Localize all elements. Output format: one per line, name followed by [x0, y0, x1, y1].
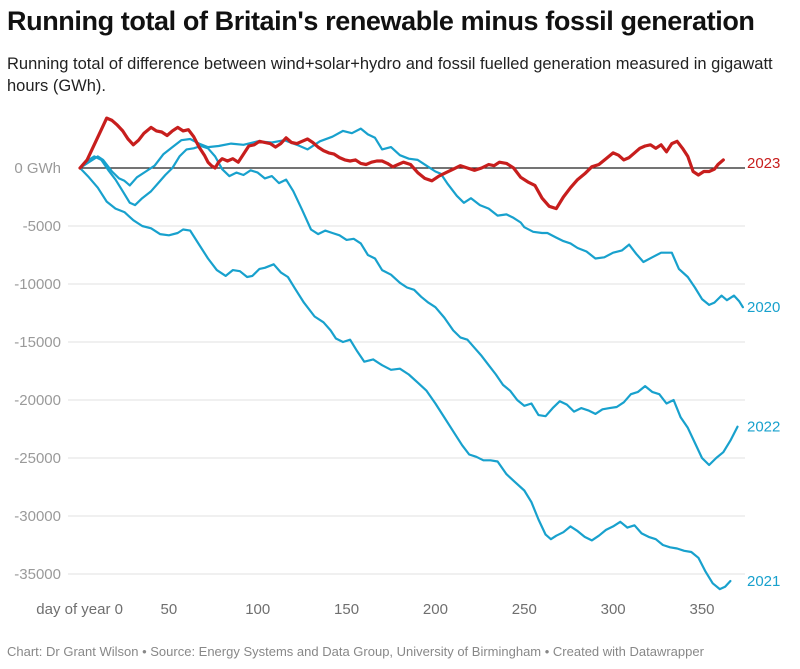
- x-tick-label: 200: [423, 601, 448, 618]
- series-line-2020: [78, 127, 744, 309]
- series-line-2023: [78, 116, 725, 211]
- chart-footer: Chart: Dr Grant Wilson • Source: Energy …: [7, 644, 704, 659]
- x-tick-label: 300: [601, 601, 626, 618]
- series-label-2021: 2021: [747, 573, 780, 590]
- series-label-2022: 2022: [747, 419, 780, 436]
- x-axis-ticks: day of year 0 50 100 150 200 250 300 350: [36, 601, 714, 618]
- series-line-2021: [78, 166, 732, 591]
- y-tick-label: 0 GWh: [14, 160, 61, 177]
- x-tick-label: 100: [245, 601, 270, 618]
- chart-title: Running total of Britain's renewable min…: [7, 6, 755, 36]
- y-tick-label: -30000: [14, 508, 61, 525]
- y-axis-ticks: 0 GWh -5000 -10000 -15000 -20000 -25000 -30000…: [14, 160, 61, 583]
- series-labels: 2020 2021 2022 2023: [747, 155, 780, 590]
- y-tick-label: -25000: [14, 450, 61, 467]
- x-tick-label: 350: [689, 601, 714, 618]
- x-tick-label: 150: [334, 601, 359, 618]
- x-tick-label: 50: [161, 601, 178, 618]
- chart-subtitle: Running total of difference between wind…: [7, 55, 773, 95]
- y-tick-label: -5000: [23, 218, 61, 235]
- y-tick-label: -20000: [14, 392, 61, 409]
- series-line-2022: [78, 144, 739, 467]
- x-tick-label: 250: [512, 601, 537, 618]
- series-label-2020: 2020: [747, 299, 780, 316]
- series-label-2023: 2023: [747, 155, 780, 172]
- y-tick-label: -10000: [14, 276, 61, 293]
- y-tick-label: -35000: [14, 566, 61, 583]
- series-lines: [78, 116, 744, 591]
- y-tick-label: -15000: [14, 334, 61, 351]
- x-tick-label: day of year 0: [36, 601, 123, 618]
- gridlines: [68, 167, 745, 575]
